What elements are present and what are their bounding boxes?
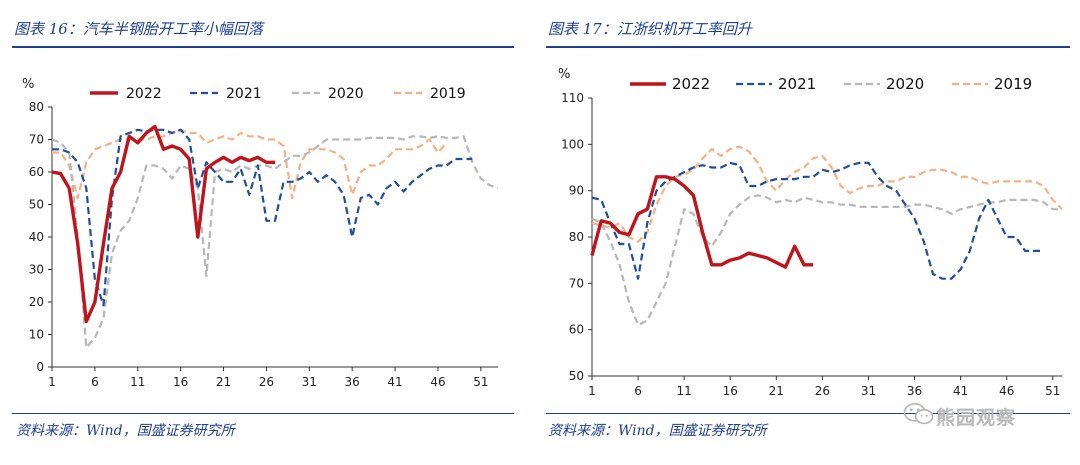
y-tick-label: 0 <box>36 360 44 374</box>
series-line-2019 <box>52 128 448 200</box>
wechat-icon <box>903 402 934 425</box>
y-tick-label: 60 <box>569 323 584 337</box>
y-tick-label: 80 <box>569 230 584 244</box>
series-line-2020 <box>591 194 1062 327</box>
x-tick-label: 6 <box>91 375 99 389</box>
y-tick-label: 110 <box>561 91 584 105</box>
series-line-2021 <box>52 128 473 307</box>
legend-label-2020: 2020 <box>328 86 364 102</box>
y-tick-label: 70 <box>569 276 584 290</box>
y-tick-label: 100 <box>561 137 584 151</box>
watermark-text: 熊园观察 <box>936 407 1017 429</box>
y-tick-label: 70 <box>29 133 44 147</box>
y-tick-label: 80 <box>29 100 44 114</box>
x-tick-label: 26 <box>815 384 830 398</box>
x-tick-label: 16 <box>173 375 188 389</box>
x-tick-label: 1 <box>48 375 56 389</box>
y-tick-label: 90 <box>569 184 584 198</box>
footer-rule-right <box>546 413 1070 414</box>
legend-label-2019: 2019 <box>994 75 1032 93</box>
series-line-2022 <box>590 175 814 269</box>
series-line-2021 <box>591 161 1044 280</box>
legend-label-2022: 2022 <box>126 86 162 102</box>
y-tick-label: 60 <box>29 165 44 179</box>
y-tick-label: 40 <box>29 230 44 244</box>
legend-label-2019: 2019 <box>430 86 466 102</box>
title-rule-left <box>12 46 514 48</box>
x-tick-label: 31 <box>861 384 876 398</box>
series-line-2022 <box>51 124 275 324</box>
footer-rule-left <box>12 413 514 414</box>
y-axis-unit: % <box>22 77 34 92</box>
y-tick-label: 20 <box>29 295 44 309</box>
legend-label-2020: 2020 <box>886 75 924 93</box>
x-tick-label: 36 <box>345 375 360 389</box>
source-note-left: 资料来源：Wind，国盛证券研究所 <box>16 423 235 439</box>
x-tick-label: 31 <box>302 375 317 389</box>
y-axis-unit: % <box>558 67 570 82</box>
x-tick-label: 21 <box>216 375 231 389</box>
legend-label-2021: 2021 <box>226 86 262 102</box>
x-tick-label: 16 <box>723 384 738 398</box>
x-tick-label: 41 <box>387 375 402 389</box>
x-tick-label: 21 <box>769 384 784 398</box>
x-tick-label: 41 <box>953 384 968 398</box>
series-line-2019 <box>591 145 1063 243</box>
chart-title-right: 图表 17：江浙织机开工率回升 <box>548 20 752 38</box>
y-tick-label: 50 <box>569 369 584 383</box>
x-tick-label: 11 <box>677 384 692 398</box>
x-tick-label: 51 <box>1045 384 1060 398</box>
x-tick-label: 1 <box>588 384 596 398</box>
x-tick-label: 46 <box>999 384 1014 398</box>
x-tick-label: 36 <box>907 384 922 398</box>
y-tick-label: 50 <box>29 198 44 212</box>
title-rule-right <box>546 46 1070 48</box>
x-tick-label: 26 <box>259 375 274 389</box>
y-tick-label: 30 <box>29 263 44 277</box>
y-tick-label: 10 <box>29 328 44 342</box>
x-tick-label: 6 <box>634 384 642 398</box>
legend-label-2021: 2021 <box>778 75 816 93</box>
series-line-2020 <box>51 135 499 349</box>
x-tick-label: 11 <box>130 375 145 389</box>
chart-title-left: 图表 16：汽车半钢胎开工率小幅回落 <box>14 20 263 38</box>
x-tick-label: 46 <box>430 375 445 389</box>
x-tick-label: 51 <box>473 375 488 389</box>
source-note-right: 资料来源：Wind，国盛证券研究所 <box>548 423 767 439</box>
legend-label-2022: 2022 <box>672 75 710 93</box>
